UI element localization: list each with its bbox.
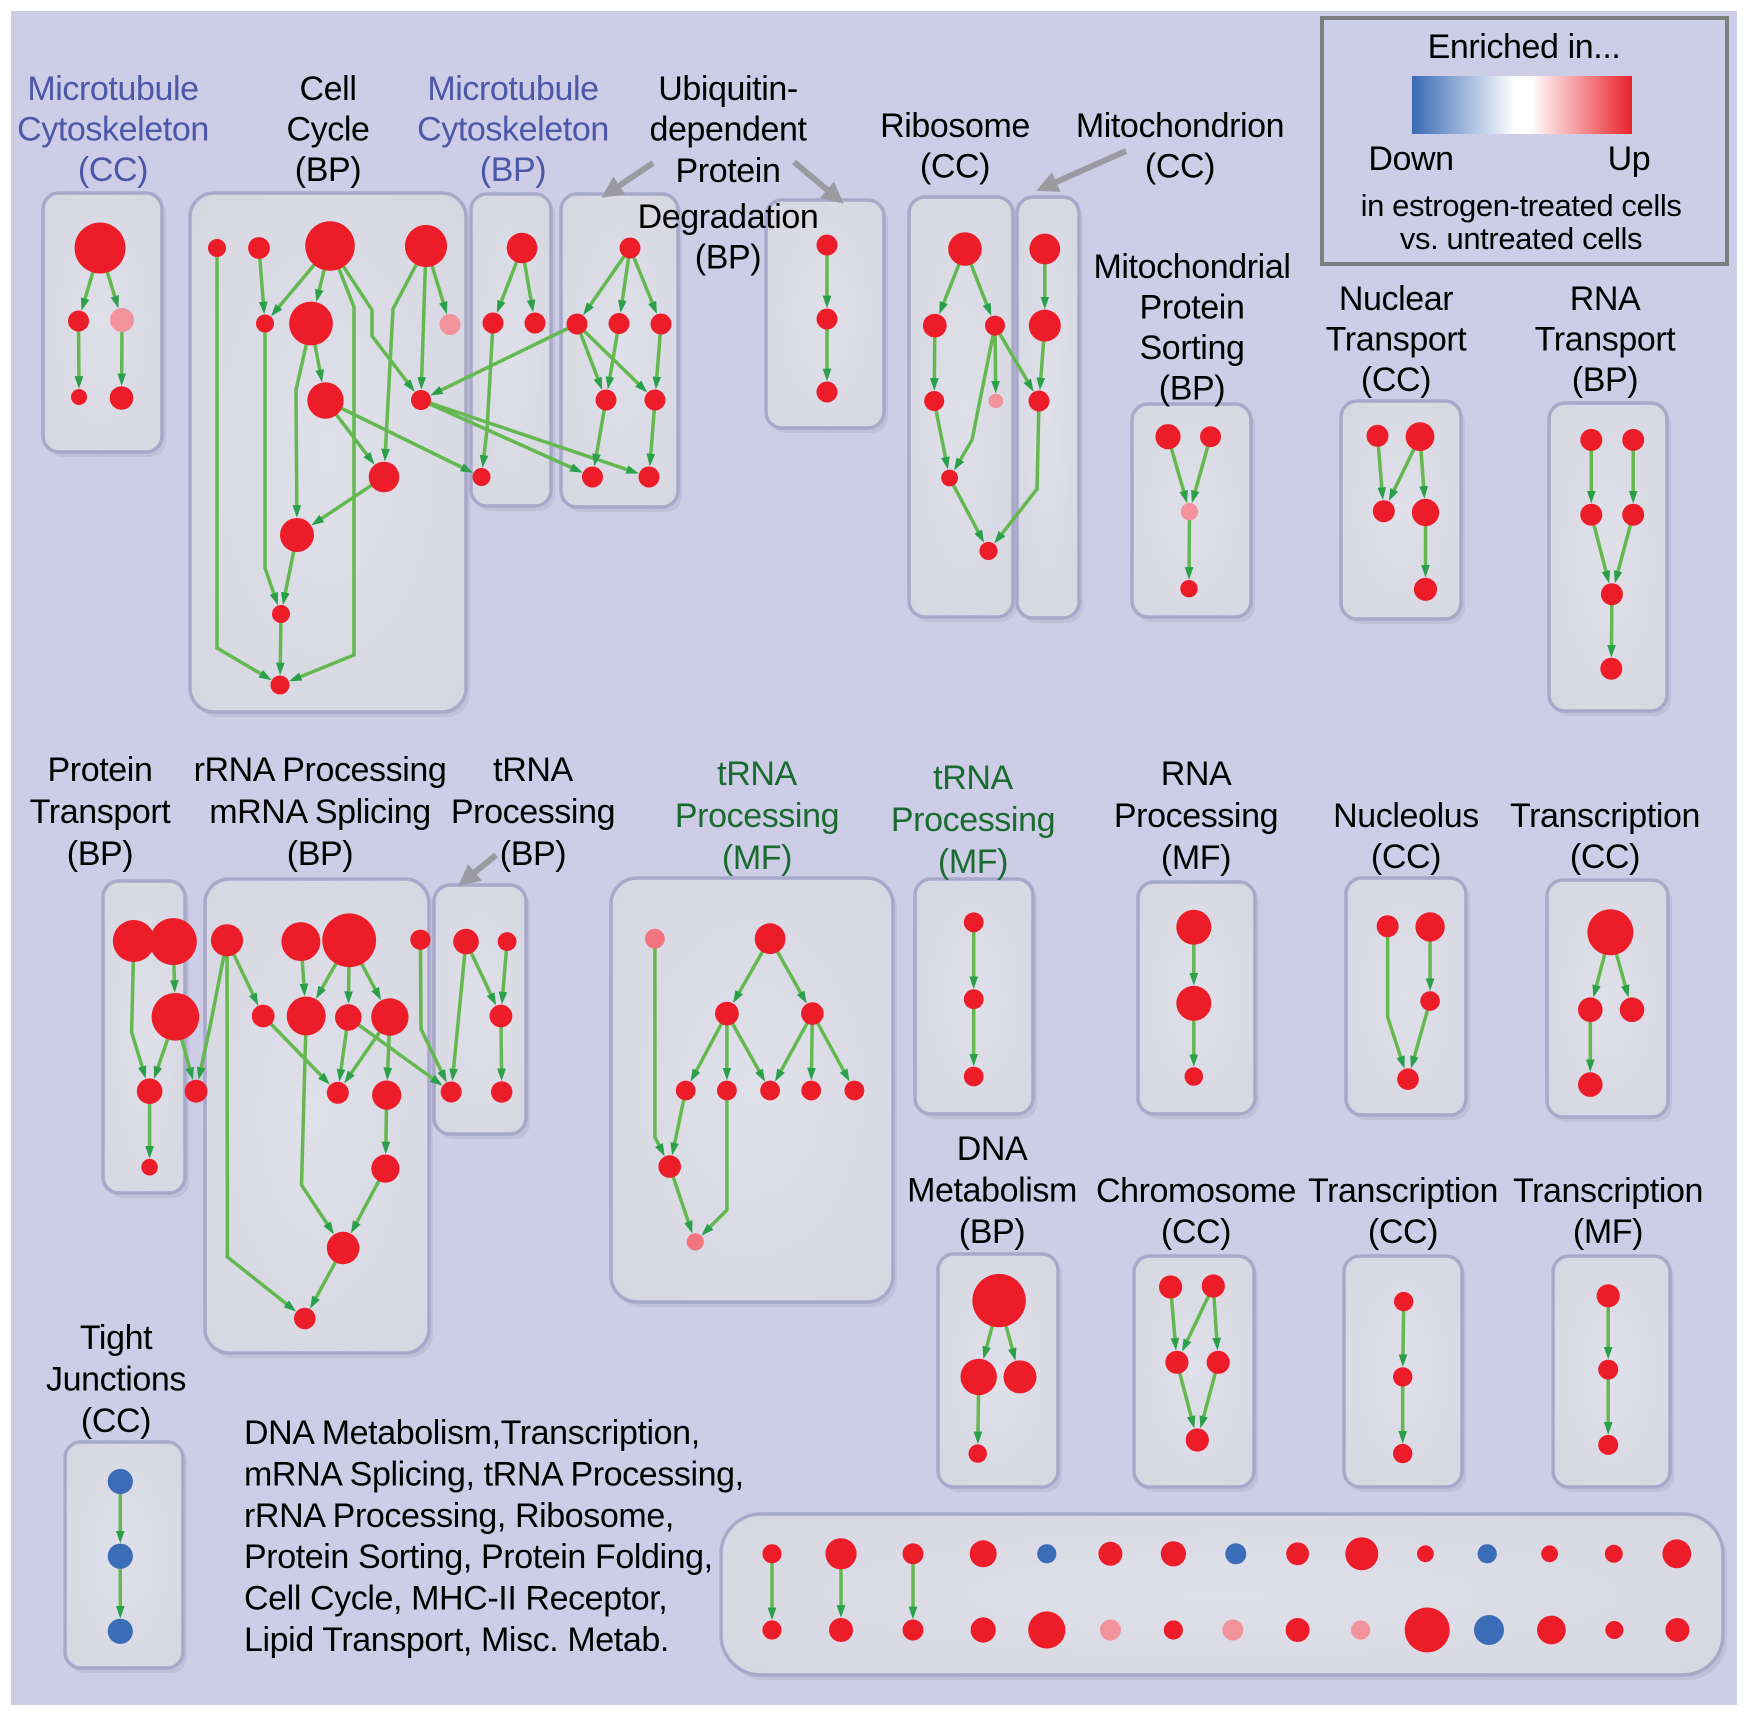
svg-text:Metabolism: Metabolism	[907, 1172, 1077, 1210]
svg-text:Junctions: Junctions	[46, 1361, 186, 1399]
svg-text:(CC): (CC)	[1368, 1213, 1438, 1251]
svg-text:Transcription: Transcription	[1510, 797, 1700, 835]
svg-text:(CC): (CC)	[81, 1402, 151, 1440]
svg-text:(BP): (BP)	[67, 835, 133, 873]
svg-text:(BP): (BP)	[1159, 370, 1225, 408]
svg-text:Nucleolus: Nucleolus	[1333, 797, 1479, 835]
svg-text:Protein: Protein	[676, 152, 781, 190]
svg-text:(BP): (BP)	[480, 151, 546, 189]
svg-text:Cytoskeleton: Cytoskeleton	[17, 111, 209, 149]
svg-text:(BP): (BP)	[959, 1213, 1025, 1251]
svg-text:Protein Sorting, Protein Foldi: Protein Sorting, Protein Folding,	[244, 1538, 713, 1576]
svg-text:(MF): (MF)	[938, 843, 1008, 881]
svg-text:Processing: Processing	[675, 797, 839, 835]
svg-text:Transport: Transport	[1535, 321, 1677, 359]
svg-text:(MF): (MF)	[1573, 1213, 1643, 1251]
svg-text:Lipid Transport, Misc. Metab.: Lipid Transport, Misc. Metab.	[244, 1621, 669, 1659]
svg-text:(BP): (BP)	[695, 239, 761, 277]
svg-text:(MF): (MF)	[722, 839, 792, 877]
svg-text:tRNA: tRNA	[933, 759, 1013, 797]
svg-text:(BP): (BP)	[295, 151, 361, 189]
svg-text:Transcription: Transcription	[1513, 1172, 1703, 1210]
svg-text:Cell Cycle, MHC-II Receptor,: Cell Cycle, MHC-II Receptor,	[244, 1580, 667, 1618]
svg-text:(BP): (BP)	[1572, 361, 1638, 399]
svg-text:RNA: RNA	[1161, 755, 1232, 793]
svg-text:tRNA: tRNA	[717, 755, 797, 793]
svg-text:DNA: DNA	[957, 1130, 1028, 1168]
svg-text:Microtubule: Microtubule	[427, 70, 598, 108]
svg-text:Ubiquitin-: Ubiquitin-	[658, 70, 798, 108]
svg-text:Nuclear: Nuclear	[1339, 280, 1453, 318]
svg-text:dependent: dependent	[649, 111, 807, 149]
svg-text:(CC): (CC)	[1570, 838, 1640, 876]
svg-text:(BP): (BP)	[287, 835, 353, 873]
svg-text:Transport: Transport	[1326, 321, 1468, 359]
svg-text:Transcription: Transcription	[1308, 1172, 1498, 1210]
svg-text:(CC): (CC)	[1361, 361, 1431, 399]
svg-text:(CC): (CC)	[1371, 838, 1441, 876]
svg-text:(CC): (CC)	[78, 151, 148, 189]
svg-text:rRNA Processing, Ribosome,: rRNA Processing, Ribosome,	[244, 1497, 674, 1535]
svg-text:Transport: Transport	[30, 793, 172, 831]
svg-text:Processing: Processing	[891, 801, 1055, 839]
svg-text:mRNA Splicing: mRNA Splicing	[209, 793, 431, 831]
svg-text:(MF): (MF)	[1161, 839, 1231, 877]
svg-text:Cycle: Cycle	[286, 111, 369, 149]
svg-text:Sorting: Sorting	[1140, 329, 1245, 367]
svg-text:tRNA: tRNA	[493, 751, 573, 789]
svg-text:Ribosome: Ribosome	[880, 107, 1030, 145]
svg-text:(CC): (CC)	[1145, 148, 1215, 186]
svg-text:Microtubule: Microtubule	[27, 70, 198, 108]
svg-text:vs. untreated cells: vs. untreated cells	[1400, 221, 1642, 256]
svg-text:Up: Up	[1608, 140, 1651, 178]
svg-text:Down: Down	[1368, 140, 1453, 178]
svg-text:RNA: RNA	[1570, 280, 1641, 318]
svg-text:rRNA Processing: rRNA Processing	[194, 751, 447, 789]
svg-text:Protein: Protein	[1140, 289, 1245, 327]
svg-text:Cytoskeleton: Cytoskeleton	[417, 111, 609, 149]
svg-text:Chromosome: Chromosome	[1096, 1172, 1296, 1210]
svg-text:Enriched in...: Enriched in...	[1428, 28, 1621, 66]
svg-text:mRNA Splicing, tRNA Processing: mRNA Splicing, tRNA Processing,	[244, 1455, 744, 1493]
svg-text:(CC): (CC)	[1161, 1213, 1231, 1251]
svg-text:Processing: Processing	[1114, 797, 1278, 835]
svg-text:Processing: Processing	[451, 793, 615, 831]
svg-text:Tight: Tight	[80, 1319, 153, 1357]
svg-text:Mitochondrial: Mitochondrial	[1093, 248, 1290, 286]
svg-text:DNA Metabolism,Transcription,: DNA Metabolism,Transcription,	[244, 1414, 700, 1452]
svg-text:Degradation: Degradation	[638, 198, 819, 236]
svg-text:(CC): (CC)	[920, 148, 990, 186]
svg-text:(BP): (BP)	[500, 835, 566, 873]
svg-text:Mitochondrion: Mitochondrion	[1076, 107, 1284, 145]
svg-text:in estrogen-treated cells: in estrogen-treated cells	[1361, 188, 1682, 223]
svg-text:Cell: Cell	[300, 70, 357, 108]
svg-text:Protein: Protein	[48, 751, 153, 789]
